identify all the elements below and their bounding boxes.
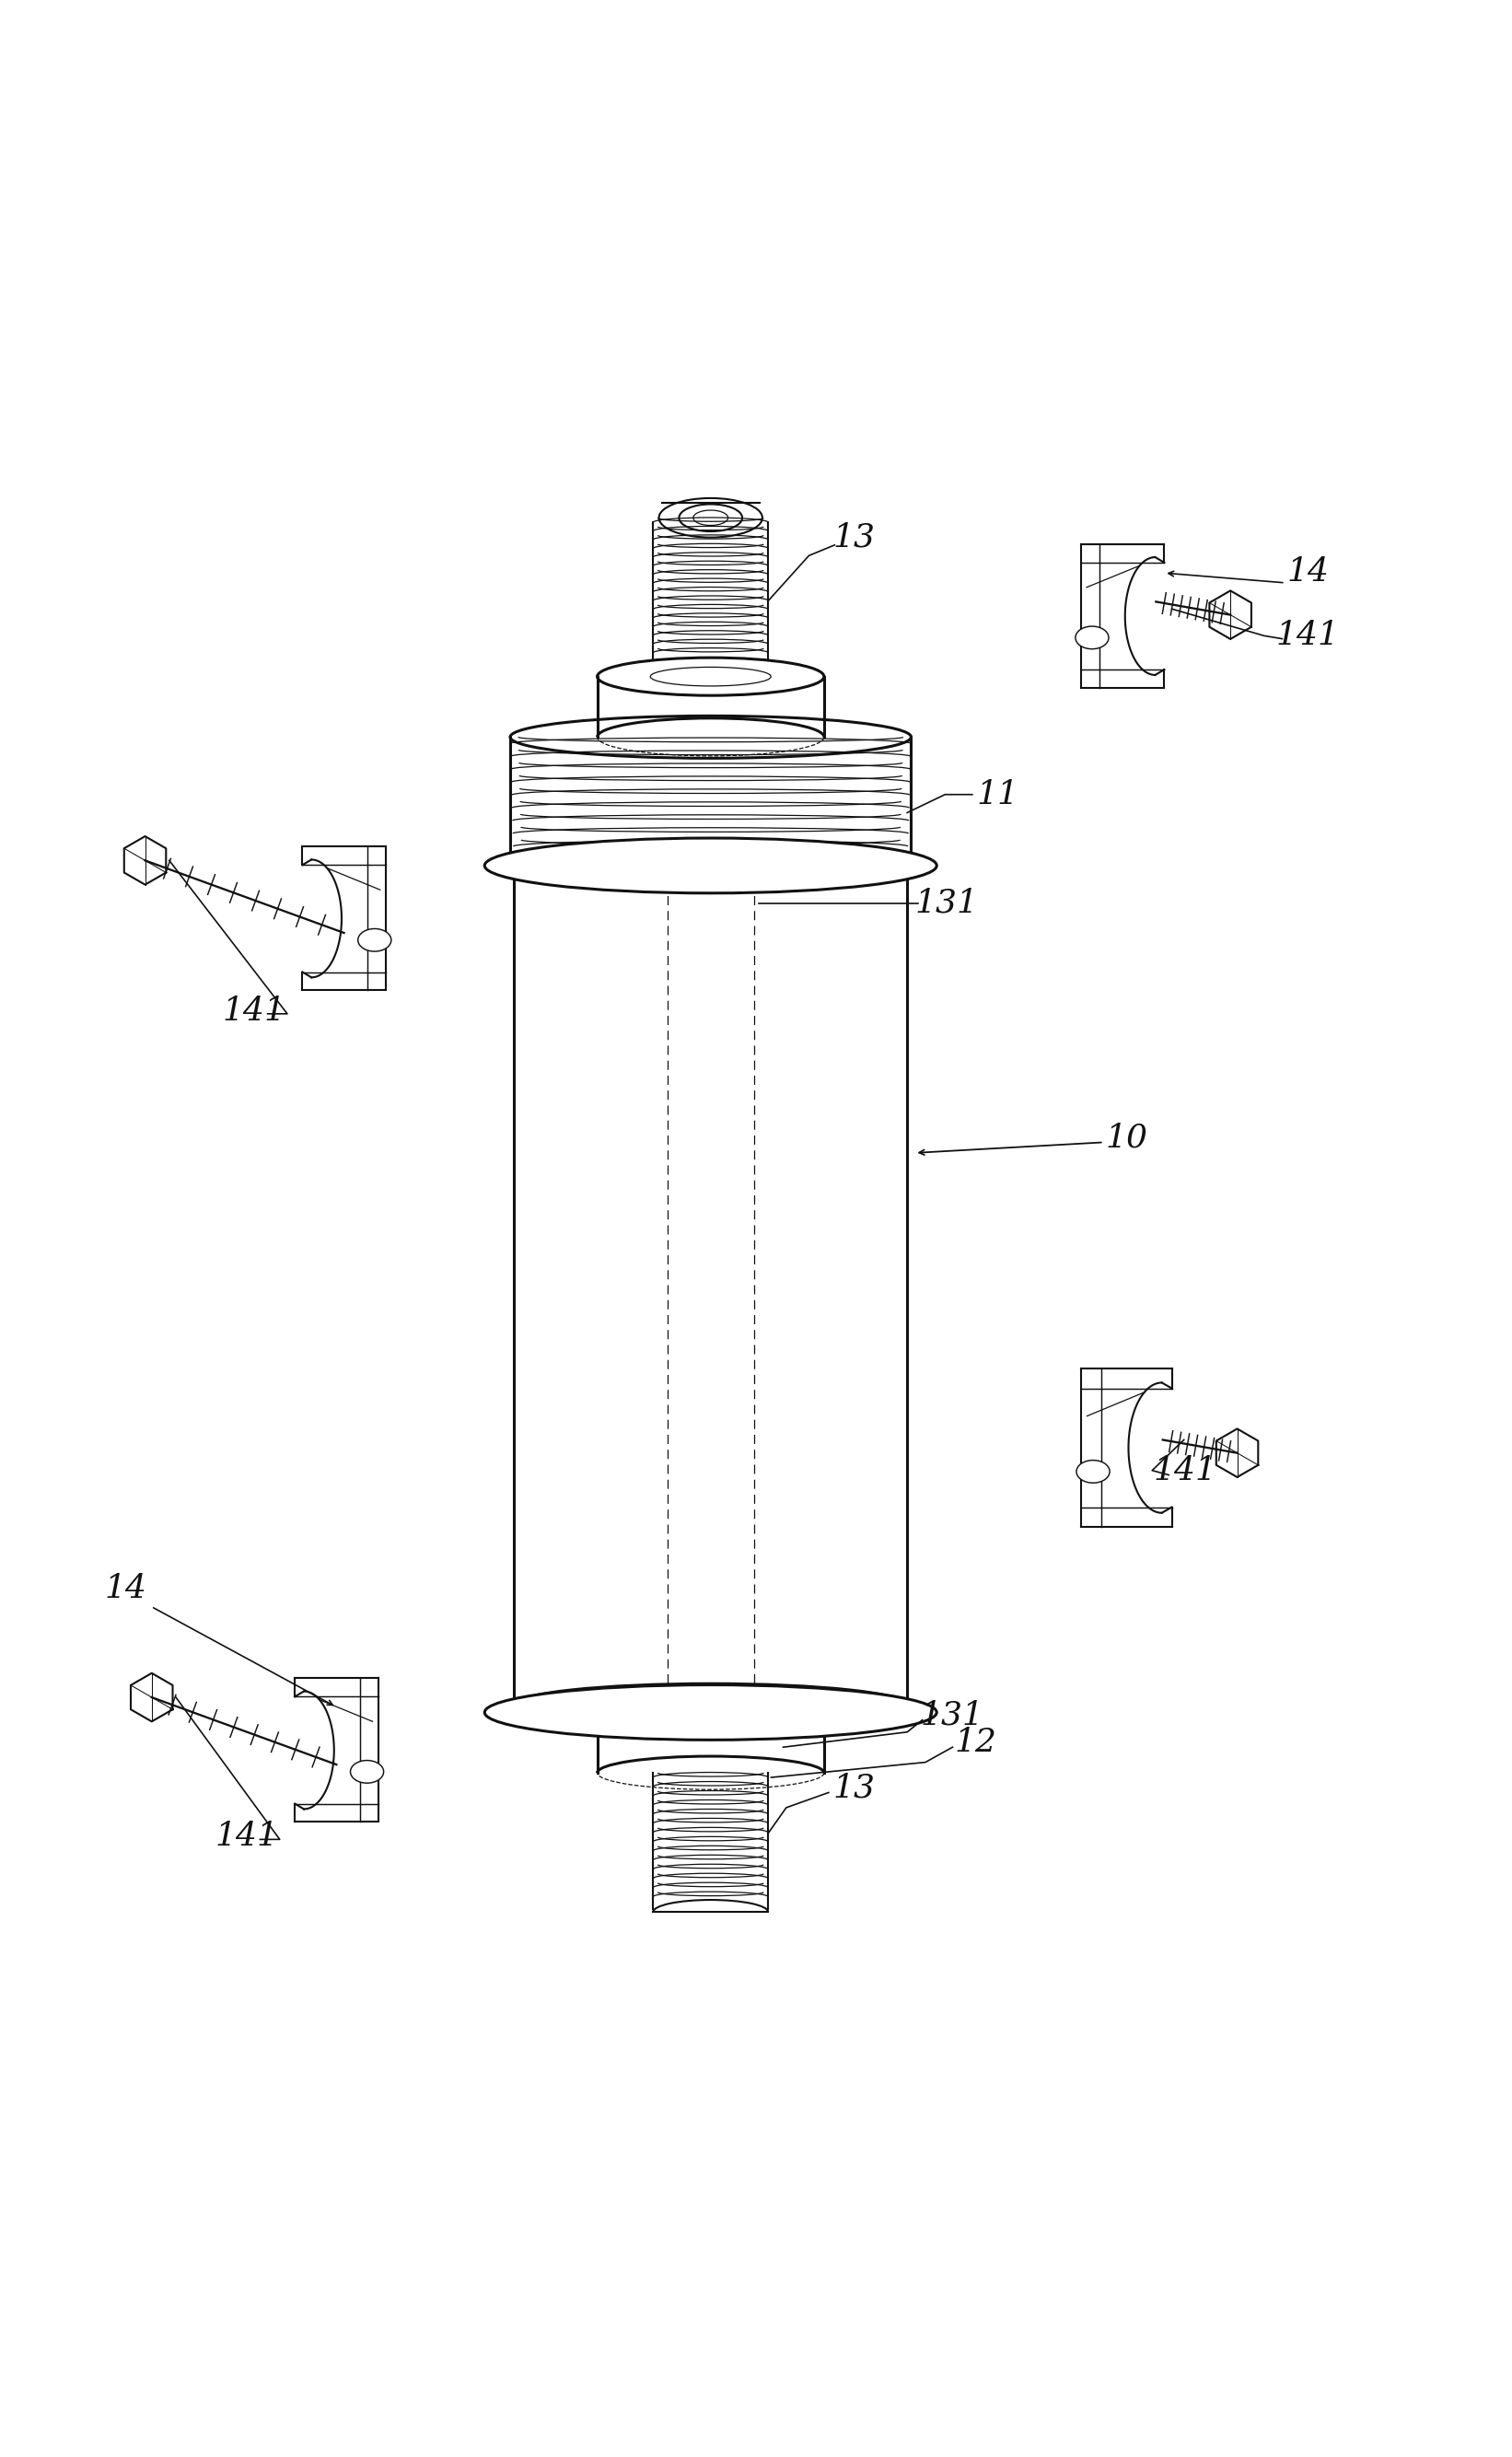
Ellipse shape: [597, 658, 824, 695]
Text: 14: 14: [1287, 558, 1329, 587]
Ellipse shape: [351, 1759, 384, 1784]
Text: 14: 14: [104, 1572, 147, 1604]
Text: 10: 10: [1105, 1123, 1148, 1152]
Text: 141: 141: [215, 1821, 278, 1853]
Text: 141: 141: [1276, 619, 1340, 651]
Text: 131: 131: [921, 1700, 984, 1732]
Text: 13: 13: [833, 1771, 875, 1803]
Ellipse shape: [484, 838, 937, 892]
Ellipse shape: [1075, 627, 1108, 649]
Text: 12: 12: [954, 1727, 996, 1759]
Text: 131: 131: [915, 887, 978, 919]
Text: 141: 141: [222, 995, 286, 1027]
Ellipse shape: [1077, 1459, 1110, 1484]
Text: 13: 13: [833, 521, 875, 553]
Text: 141: 141: [1154, 1455, 1217, 1486]
Ellipse shape: [484, 1686, 937, 1740]
Text: 11: 11: [977, 779, 1019, 811]
Ellipse shape: [358, 929, 392, 951]
